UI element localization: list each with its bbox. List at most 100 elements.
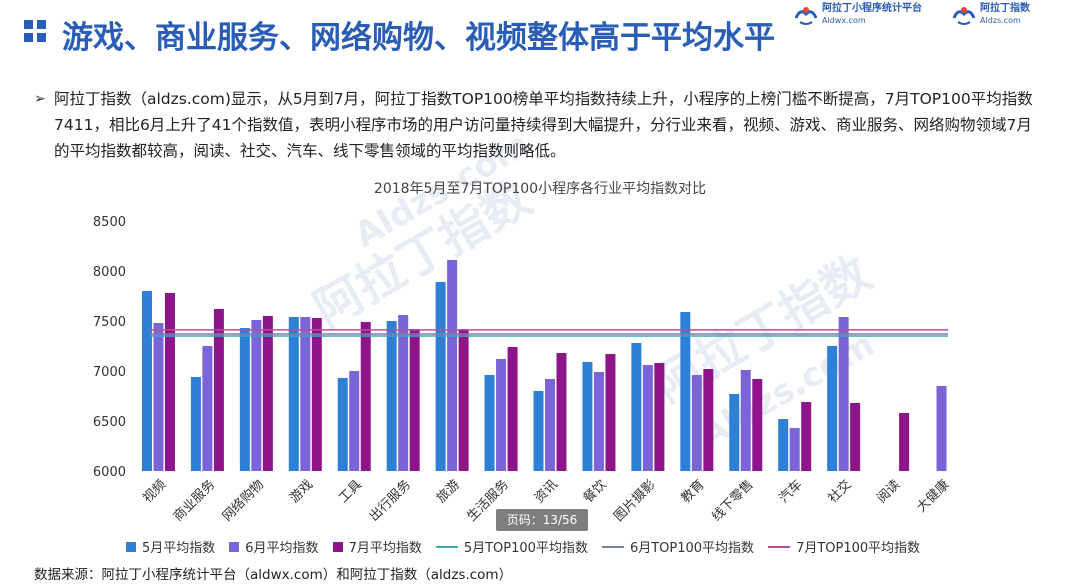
bar-7m-0 — [164, 293, 175, 471]
bar-5m-6 — [435, 282, 446, 471]
bar-7m-5 — [409, 329, 420, 471]
legend-swatch — [435, 545, 458, 548]
bar-chart: 6000 6500 7000 7500 8000 8500 视频 商业服务 网络购物 游戏 工具 出行… — [93, 215, 952, 525]
legend-label: 5月TOP100平均指数 — [463, 541, 588, 556]
y-tick-label: 8500 — [93, 215, 126, 230]
bar-7m-11 — [703, 369, 714, 471]
bar-7m-3 — [311, 318, 322, 471]
bar-7m-2 — [262, 316, 273, 471]
bar-5m-2 — [239, 328, 250, 471]
bar-6m-10 — [642, 365, 653, 471]
category-label: 工具 — [336, 477, 365, 506]
category-label: 餐饮 — [580, 477, 610, 507]
bar-5m-12 — [729, 394, 740, 471]
bar-5m-0 — [141, 291, 152, 471]
bar-7m-1 — [213, 309, 224, 471]
legend-label: 6月平均指数 — [245, 541, 319, 556]
legend-item: 6月TOP100平均指数 — [601, 537, 755, 556]
chart-title: 2018年5月至7月TOP100小程序各行业平均指数对比 — [373, 181, 707, 197]
legend-item: 5月平均指数 — [126, 537, 215, 556]
bar-6m-11 — [691, 375, 702, 471]
bar-6m-5 — [398, 315, 409, 471]
bar-6m-2 — [251, 320, 262, 471]
bar-5m-10 — [631, 343, 642, 471]
bar-6m-3 — [300, 317, 311, 471]
bar-7m-9 — [605, 354, 616, 471]
bar-6m-4 — [349, 371, 360, 471]
category-label: 汽车 — [776, 477, 806, 507]
category-label: 图片摄影 — [611, 477, 658, 524]
legend-label: 6月TOP100平均指数 — [629, 541, 755, 556]
category-label: 教育 — [678, 477, 708, 507]
arrow-bullet-icon: ➢ — [34, 91, 46, 107]
brand-aldwx: 阿拉丁小程序统计平台 Aldwx.com — [794, 4, 922, 34]
category-label: 游戏 — [287, 477, 316, 506]
bar-7m-4 — [360, 322, 371, 471]
brand-name: 阿拉丁指数 — [980, 3, 1030, 14]
legend-item: 7月TOP100平均指数 — [768, 537, 920, 556]
bar-5m-5 — [386, 321, 397, 471]
data-source: 数据来源：阿拉丁小程序统计平台（aldwx.com）和阿拉丁指数（aldzs.c… — [34, 567, 513, 583]
bar-5m-8 — [533, 391, 544, 471]
page-number-label: 页码： — [506, 513, 543, 527]
category-label: 大健康 — [913, 477, 952, 516]
bar-6m-12 — [740, 370, 751, 471]
legend-label: 7月TOP100平均指数 — [796, 541, 921, 556]
bar-6m-14 — [838, 317, 849, 471]
page-title: 游戏、商业服务、网络购物、视频整体高于平均水平 — [62, 20, 775, 56]
brand-name: 阿拉丁小程序统计平台 — [822, 3, 922, 14]
bar-6m-6 — [447, 260, 458, 471]
bar-7m-10 — [654, 363, 665, 471]
brand-url: Aldwx.com — [822, 16, 866, 25]
bar-5m-4 — [337, 378, 348, 471]
bar-6m-0 — [153, 323, 164, 471]
bar-5m-7 — [484, 375, 495, 471]
aladdin-logo-icon — [794, 7, 818, 25]
bar-5m-9 — [582, 362, 593, 471]
legend-item: 6月平均指数 — [229, 537, 319, 556]
bar-5m-11 — [680, 312, 691, 471]
y-tick-label: 6000 — [93, 465, 126, 480]
y-tick-label: 7500 — [93, 315, 126, 330]
bar-6m-13 — [789, 428, 800, 471]
page-number-badge: 页码：13/56 — [496, 509, 588, 531]
bar-7m-14 — [850, 403, 861, 471]
category-label: 资讯 — [532, 477, 561, 506]
legend-item: 7月平均指数 — [332, 537, 422, 556]
header: 游戏、商业服务、网络购物、视频整体高于平均水平 阿拉丁小程序统计平台 Aldwx… — [0, 0, 1080, 64]
category-label: 网络购物 — [219, 477, 267, 525]
category-label: 商业服务 — [170, 477, 218, 525]
brand-url: Aldzs.com — [980, 16, 1021, 25]
bar-6m-16 — [936, 386, 947, 471]
bar-5m-14 — [827, 346, 838, 471]
bar-7m-7 — [507, 347, 518, 471]
bar-6m-7 — [496, 359, 507, 471]
grid-menu-icon — [24, 20, 46, 42]
aladdin-logo-icon — [952, 7, 976, 25]
brand-aldzs: 阿拉丁指数 Aldzs.com — [952, 4, 1030, 34]
summary-paragraph: ➢ 阿拉丁指数（aldzs.com)显示，从5月到7月，阿拉丁指数TOP100榜… — [34, 86, 1044, 164]
page-number-value: 13/56 — [542, 513, 578, 527]
category-label: 出行服务 — [366, 477, 414, 525]
y-tick-label: 6500 — [93, 415, 126, 430]
bar-7m-13 — [801, 402, 812, 471]
bar-7m-6 — [458, 329, 469, 471]
bar-6m-8 — [545, 379, 555, 471]
bar-7m-12 — [752, 379, 763, 471]
bar-5m-1 — [190, 377, 201, 471]
summary-text: 阿拉丁指数（aldzs.com)显示，从5月到7月，阿拉丁指数TOP100榜单平… — [54, 90, 1033, 160]
bar-6m-1 — [202, 346, 213, 471]
y-tick-label: 7000 — [93, 365, 126, 380]
bar-6m-9 — [593, 372, 604, 471]
legend-swatch — [126, 541, 136, 552]
legend-swatch — [768, 545, 791, 548]
bar-7m-15 — [899, 413, 910, 471]
category-label: 旅游 — [434, 477, 463, 506]
legend-label: 5月平均指数 — [142, 541, 216, 556]
legend-swatch — [332, 541, 343, 552]
bar-5m-3 — [288, 317, 299, 471]
legend-swatch — [601, 545, 624, 548]
category-label: 线下零售 — [708, 477, 756, 525]
category-label: 阅读 — [874, 477, 903, 506]
legend-label: 7月平均指数 — [348, 541, 422, 556]
